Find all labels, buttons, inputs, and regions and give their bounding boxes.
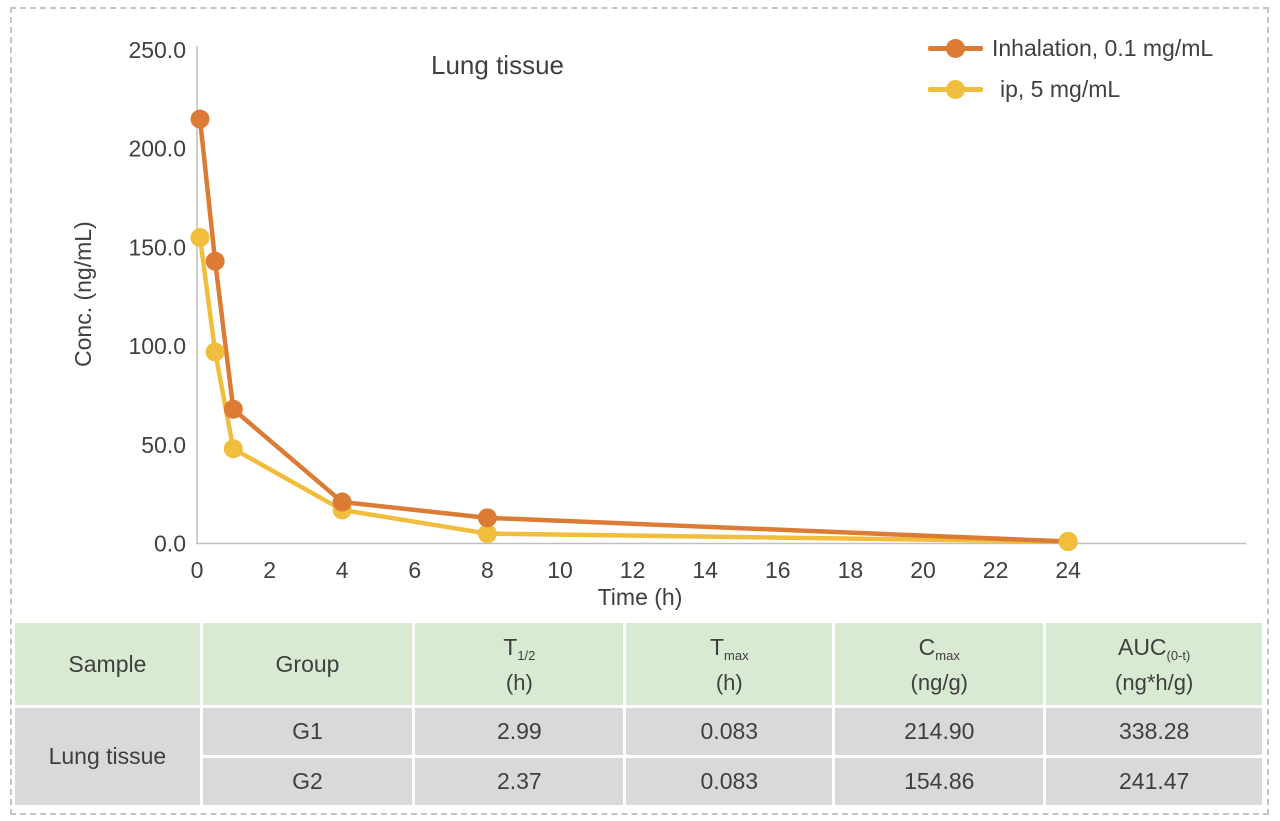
- legend-item-inhalation: Inhalation, 0.1 mg/mL: [928, 34, 1213, 62]
- t-max-cell: 0.083: [626, 708, 833, 755]
- header-t-max: Tmax (h): [626, 623, 833, 705]
- table-row: G2 2.37 0.083 154.86 241.47: [15, 758, 1262, 805]
- t-max-cell: 0.083: [626, 758, 833, 805]
- x-tick-label: 24: [1055, 557, 1081, 583]
- group-cell: G2: [202, 758, 413, 805]
- table-header-row: Sample Group T1/2 (h) Tmax (h) Cmax (ng/g) …: [15, 623, 1262, 705]
- group-cell: G1: [202, 708, 413, 755]
- table-row: Lung tissue G1 2.99 0.083 214.90 338.28: [15, 708, 1262, 805]
- x-tick-label: 22: [983, 557, 1009, 583]
- header-group: Group: [202, 623, 413, 705]
- c-max-cell: 214.90: [835, 708, 1044, 755]
- x-tick-label: 2: [263, 557, 276, 583]
- x-tick-label: 4: [336, 557, 349, 583]
- pk-parameters-table: Sample Group T1/2 (h) Tmax (h) Cmax (ng/g) …: [12, 620, 1265, 808]
- legend-label: ip, 5 mg/mL: [1000, 75, 1121, 102]
- x-tick-label: 18: [838, 557, 864, 583]
- c-max-cell: 154.86: [835, 758, 1044, 805]
- legend-line-marker-icon: [928, 75, 983, 103]
- y-tick-label: 200.0: [128, 136, 186, 162]
- y-tick-label: 150.0: [128, 234, 186, 260]
- x-tick-label: 10: [547, 557, 573, 583]
- data-point-marker: [190, 109, 210, 129]
- t-half-cell: 2.37: [415, 758, 624, 805]
- data-point-marker: [332, 492, 352, 512]
- x-tick-label: 16: [765, 557, 791, 583]
- y-tick-label: 0.0: [154, 531, 186, 557]
- chart-legend: Inhalation, 0.1 mg/mL ip, 5 mg/mL: [928, 34, 1213, 116]
- chart-title: Lung tissue: [431, 50, 564, 80]
- pk-line-chart: 0.0 50.0 100.0 150.0 200.0 250.0 0 2 4 6 8 10 12 14 16…: [70, 34, 1247, 610]
- auc-cell: 241.47: [1046, 758, 1262, 805]
- header-t-half: T1/2 (h): [415, 623, 624, 705]
- header-c-max: Cmax (ng/g): [835, 623, 1044, 705]
- x-axis-title: Time (h): [597, 584, 683, 610]
- data-point-marker: [223, 399, 243, 419]
- data-point-marker: [205, 342, 225, 362]
- x-tick-label: 6: [408, 557, 421, 583]
- legend-line-marker-icon: [928, 34, 983, 62]
- y-axis-title: Conc. (ng/mL): [70, 221, 96, 368]
- y-tick-label: 50.0: [141, 432, 186, 458]
- x-tick-label: 0: [191, 557, 204, 583]
- data-point-marker: [477, 524, 497, 544]
- auc-cell: 338.28: [1046, 708, 1262, 755]
- data-point-marker: [190, 228, 210, 248]
- series-line: [197, 237, 1069, 544]
- sample-cell: Lung tissue: [15, 708, 200, 805]
- legend-label: Inhalation, 0.1 mg/mL: [992, 34, 1214, 61]
- t-half-cell: 2.99: [415, 708, 624, 755]
- x-tick-label: 20: [910, 557, 936, 583]
- x-tick-label: 8: [481, 557, 494, 583]
- data-point-marker: [1058, 532, 1078, 552]
- data-point-marker: [477, 508, 497, 528]
- x-tick-label: 12: [620, 557, 646, 583]
- data-point-marker: [205, 251, 225, 271]
- data-point-marker: [223, 439, 243, 459]
- header-sample: Sample: [15, 623, 200, 705]
- x-tick-label: 14: [692, 557, 718, 583]
- header-auc: AUC(0-t) (ng*h/g): [1046, 623, 1262, 705]
- y-tick-label: 100.0: [128, 333, 186, 359]
- series-line: [197, 118, 1069, 544]
- legend-item-ip: ip, 5 mg/mL: [928, 75, 1213, 103]
- y-tick-label: 250.0: [128, 37, 186, 63]
